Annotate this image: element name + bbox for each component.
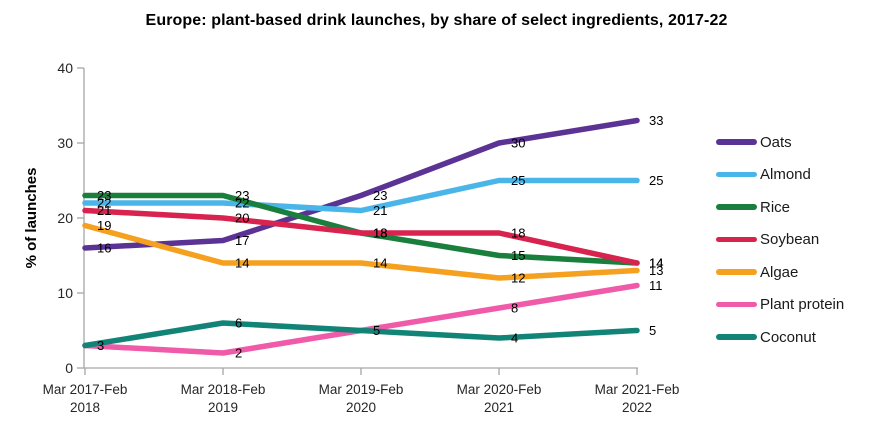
x-tick-label: Mar 2020-Feb 2021 [457,382,542,415]
legend-item-soybean: Soybean [716,229,844,251]
chart-title: Europe: plant-based drink launches, by s… [145,12,728,29]
series-line-coconut [82,320,640,349]
data-label-rice: 23 [235,188,249,203]
data-label-soybean: 18 [511,226,525,241]
legend-swatch-soybean [716,236,757,243]
legend-label-plant-protein: Plant protein [760,296,845,313]
data-label-soybean: 21 [97,203,111,218]
series-line-algae [82,222,640,281]
legend-label-coconut: Coconut [760,328,816,346]
legend-item-plant-protein: Plant protein [716,294,844,316]
data-label-algae: 12 [511,271,525,286]
data-label-almond: 22 [235,196,249,211]
data-label-coconut: 6 [235,316,242,331]
legend-swatch-almond [716,171,757,178]
data-label-algae: 13 [649,263,663,278]
data-label-rice: 14 [649,256,663,271]
data-label-oats: 23 [373,188,387,203]
data-label-oats: 30 [511,136,525,151]
data-label-algae: 14 [235,256,249,271]
data-label-coconut: 5 [373,323,380,338]
data-label-plant-protein: 8 [511,301,518,316]
legend-swatch-algae [716,269,757,275]
legend-label-rice: Rice [760,198,791,216]
data-label-oats: 16 [97,241,111,256]
data-label-coconut: 5 [649,323,656,338]
legend-item-almond: Almond [716,164,844,186]
legend: Oats Almond Rice Soybean Algae Plant protein C… [716,131,844,359]
legend-label-almond: Almond [760,166,811,183]
data-label-rice: 18 [373,226,387,241]
data-label-oats: 33 [649,113,663,128]
legend-item-coconut: Coconut [716,326,844,348]
y-tick-label: 40 [57,60,73,76]
legend-swatch-rice [716,204,757,210]
y-tick-label: 20 [57,210,73,226]
data-label-plant-protein: 11 [649,278,663,293]
x-tick-label: Mar 2021-Feb 2022 [595,382,680,415]
series-line-oats [82,117,640,251]
data-label-soybean: 20 [235,211,249,226]
data-label-oats: 17 [235,233,249,248]
data-label-algae: 14 [373,256,387,271]
x-tick-label: Mar 2018-Feb 2019 [181,382,266,415]
data-label-coconut: 4 [511,331,518,346]
data-label-almond: 21 [373,203,387,218]
data-label-almond: 22 [97,196,111,211]
legend-swatch-coconut [716,334,757,340]
legend-item-oats: Oats [716,131,844,153]
legend-label-oats: Oats [760,133,792,151]
data-label-algae: 19 [97,218,111,233]
data-label-almond: 25 [511,173,525,188]
data-label-almond: 25 [649,173,663,188]
series-line-soybean [82,207,640,266]
y-tick-label: 30 [57,135,73,151]
legend-label-soybean: Soybean [760,231,820,248]
legend-swatch-oats [716,139,757,145]
x-tick-label: Mar 2017-Feb 2018 [43,382,128,415]
data-label-rice: 15 [511,248,525,263]
legend-label-algae: Algae [760,263,799,281]
legend-item-rice: Rice [716,196,844,218]
legend-swatch-plant-protein [716,301,757,308]
legend-item-algae: Algae [716,261,844,283]
x-tick-label: Mar 2019-Feb 2020 [319,382,404,415]
y-tick-label: 10 [57,285,73,301]
data-label-coconut: 3 [97,338,104,353]
y-axis-title: % of launches [23,168,40,269]
y-tick-label: 0 [65,360,73,376]
series-line-plant-protein [82,282,640,356]
data-label-soybean: 18 [373,226,387,241]
series-line-almond [82,177,640,214]
data-label-rice: 23 [97,188,111,203]
data-label-plant-protein: 2 [235,346,242,361]
data-label-soybean: 14 [649,256,663,271]
